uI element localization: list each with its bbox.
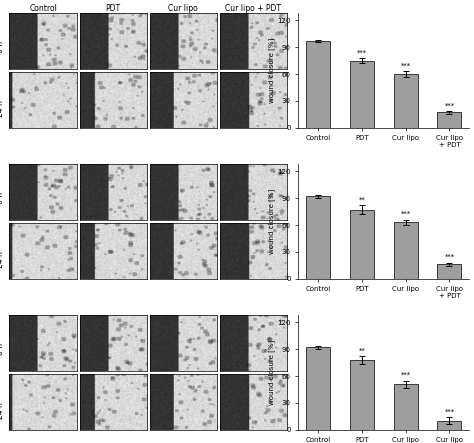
Y-axis label: wound closure [%]: wound closure [%] [268, 38, 274, 103]
Y-axis label: 24 h: 24 h [0, 251, 5, 268]
Bar [306, 347, 330, 430]
Bar [438, 264, 462, 279]
Bar [350, 210, 374, 279]
Y-axis label: 0 h: 0 h [0, 192, 5, 204]
Text: **: ** [358, 348, 365, 354]
Bar [306, 41, 330, 128]
Bar [394, 384, 418, 430]
Y-axis label: wound closure [%]: wound closure [%] [268, 189, 274, 254]
Text: ***: *** [445, 254, 455, 260]
Title: Control: Control [29, 4, 57, 12]
Bar [394, 222, 418, 279]
Bar [438, 421, 462, 430]
Text: ***: *** [445, 102, 455, 109]
Y-axis label: 24 h: 24 h [0, 402, 5, 419]
Bar [350, 360, 374, 430]
Text: ***: *** [401, 63, 411, 69]
Text: ***: *** [445, 408, 455, 415]
Y-axis label: 0 h: 0 h [0, 41, 5, 53]
Y-axis label: 24 h: 24 h [0, 100, 5, 117]
Title: Cur lipo: Cur lipo [168, 4, 198, 12]
Text: ***: *** [401, 372, 411, 378]
Text: **: ** [358, 197, 365, 203]
Y-axis label: wound closure [%]: wound closure [%] [268, 340, 274, 405]
Bar [394, 74, 418, 128]
Bar [350, 61, 374, 128]
Title: Cur lipo + PDT: Cur lipo + PDT [226, 4, 282, 12]
Y-axis label: 0 h: 0 h [0, 343, 5, 355]
Text: ***: *** [401, 211, 411, 217]
Bar [306, 197, 330, 279]
Bar [438, 113, 462, 128]
Title: PDT: PDT [106, 4, 121, 12]
Text: ***: *** [357, 50, 367, 56]
